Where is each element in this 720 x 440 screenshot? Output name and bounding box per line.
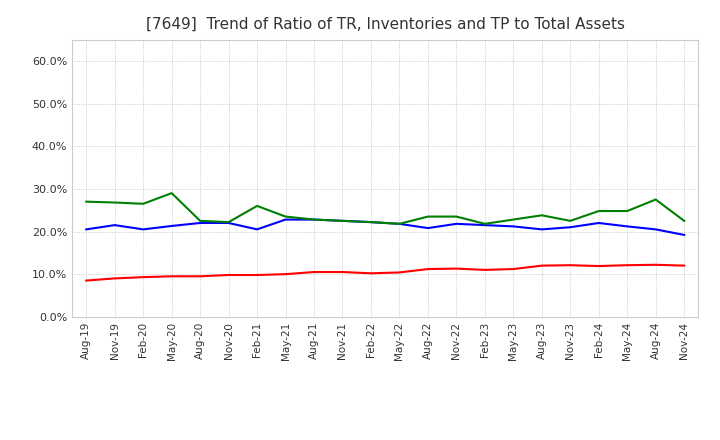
Trade Receivables [537,263,546,268]
Trade Receivables [480,267,489,272]
Line: Trade Receivables: Trade Receivables [86,265,684,281]
Trade Payables [595,209,603,214]
Trade Receivables [196,274,204,279]
Inventories [196,220,204,226]
Trade Payables [338,218,347,224]
Trade Payables [537,213,546,218]
Line: Inventories: Inventories [86,220,684,235]
Trade Payables [566,218,575,224]
Trade Receivables [423,266,432,271]
Trade Payables [452,214,461,219]
Trade Receivables [139,275,148,280]
Trade Payables [509,217,518,222]
Trade Receivables [595,264,603,269]
Inventories [253,227,261,232]
Trade Receivables [652,262,660,268]
Inventories [480,223,489,228]
Trade Receivables [366,271,375,276]
Inventories [395,221,404,227]
Title: [7649]  Trend of Ratio of TR, Inventories and TP to Total Assets: [7649] Trend of Ratio of TR, Inventories… [145,16,625,32]
Trade Receivables [282,271,290,277]
Inventories [167,224,176,229]
Trade Receivables [509,266,518,271]
Trade Payables [282,214,290,219]
Inventories [310,217,318,222]
Trade Receivables [395,270,404,275]
Inventories [652,227,660,232]
Inventories [566,224,575,230]
Trade Payables [652,197,660,202]
Inventories [623,224,631,229]
Trade Payables [139,201,148,206]
Trade Payables [225,220,233,225]
Trade Receivables [167,274,176,279]
Trade Payables [310,217,318,222]
Trade Receivables [680,263,688,268]
Trade Receivables [110,276,119,281]
Inventories [282,217,290,222]
Trade Payables [82,199,91,204]
Trade Receivables [623,263,631,268]
Trade Payables [167,191,176,196]
Trade Receivables [253,272,261,278]
Trade Payables [623,209,631,214]
Trade Payables [253,203,261,209]
Trade Payables [423,214,432,219]
Trade Receivables [566,263,575,268]
Inventories [139,227,148,232]
Trade Receivables [338,269,347,275]
Inventories [338,218,347,224]
Line: Trade Payables: Trade Payables [86,193,684,224]
Trade Payables [480,221,489,227]
Trade Payables [366,220,375,225]
Inventories [225,220,233,226]
Trade Payables [395,221,404,227]
Inventories [82,227,91,232]
Inventories [110,223,119,228]
Trade Receivables [310,269,318,275]
Trade Payables [110,200,119,205]
Inventories [452,221,461,227]
Trade Receivables [82,278,91,283]
Trade Receivables [452,266,461,271]
Inventories [595,220,603,226]
Inventories [423,225,432,231]
Trade Receivables [225,272,233,278]
Inventories [366,220,375,225]
Trade Payables [196,218,204,224]
Trade Payables [680,218,688,224]
Inventories [680,232,688,238]
Inventories [537,227,546,232]
Inventories [509,224,518,229]
